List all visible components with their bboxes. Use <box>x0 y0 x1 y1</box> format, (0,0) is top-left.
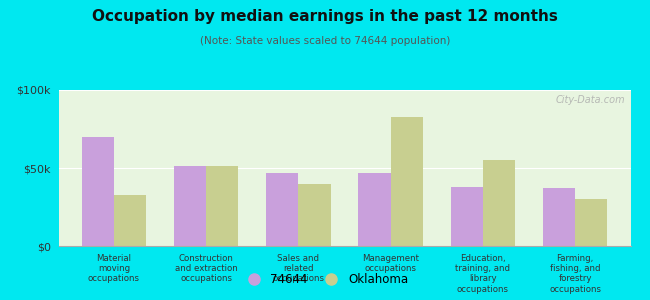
Bar <box>575 199 608 246</box>
Bar <box>483 160 515 246</box>
Bar <box>298 184 331 246</box>
Bar <box>174 167 206 246</box>
Text: (Note: State values scaled to 74644 population): (Note: State values scaled to 74644 popu… <box>200 36 450 46</box>
Legend: 74644, Oklahoma: 74644, Oklahoma <box>237 269 413 291</box>
Bar <box>206 167 239 246</box>
Bar <box>266 173 298 246</box>
Bar <box>450 187 483 246</box>
Text: City-Data.com: City-Data.com <box>555 95 625 105</box>
Bar <box>114 194 146 246</box>
Bar <box>543 188 575 246</box>
Text: Occupation by median earnings in the past 12 months: Occupation by median earnings in the pas… <box>92 9 558 24</box>
Bar <box>391 116 423 246</box>
Bar <box>358 173 391 246</box>
Bar <box>81 137 114 246</box>
